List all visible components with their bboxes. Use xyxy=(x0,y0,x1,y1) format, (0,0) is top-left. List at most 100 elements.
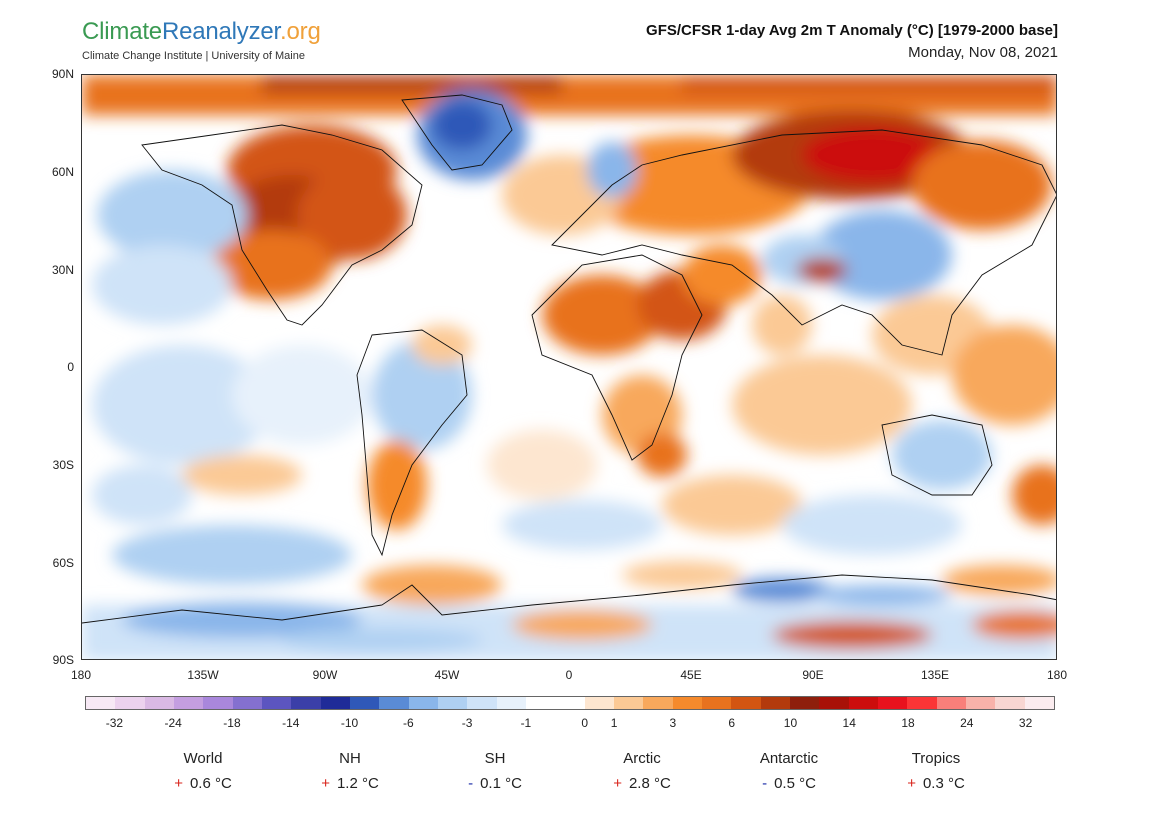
region-value: 0.5 °C xyxy=(774,775,816,792)
region-name: World xyxy=(183,750,223,767)
region-name: Arctic xyxy=(623,750,661,767)
colorbar-swatch xyxy=(701,697,732,709)
region-name: Antarctic xyxy=(759,750,819,767)
colorbar-tick-label: 3 xyxy=(669,716,677,730)
colorbar-swatch xyxy=(144,697,174,709)
colorbar-tick-label: 1 xyxy=(610,716,618,730)
colorbar-swatch xyxy=(203,697,233,709)
colorbar-swatch xyxy=(115,697,145,709)
anomaly-field xyxy=(82,75,1056,659)
colorbar-swatch xyxy=(232,697,262,709)
colorbar-tick-label: -14 xyxy=(282,716,300,730)
colorbar-swatch xyxy=(936,697,966,709)
colorbar-swatch xyxy=(613,697,644,709)
anomaly-map-graphic xyxy=(82,75,1056,659)
lat-label-30n: 30N xyxy=(51,263,74,277)
lat-label-30s: 30S xyxy=(52,458,74,472)
region-name: NH xyxy=(339,750,361,767)
lon-label-135w: 135W xyxy=(187,668,219,682)
colorbar xyxy=(85,696,1055,710)
colorbar-swatch xyxy=(819,697,849,709)
colorbar-tick-label: -24 xyxy=(164,716,182,730)
lat-label-90s: 90S xyxy=(52,653,74,667)
region-tropics: Tropics +0.3 °C xyxy=(871,750,1001,792)
map-heading: GFS/CFSR 1-day Avg 2m T Anomaly (°C) [19… xyxy=(646,22,1058,61)
region-name: SH xyxy=(484,750,506,767)
colorbar-tick-label: 0 xyxy=(581,716,589,730)
colorbar-swatch xyxy=(848,697,878,709)
anomaly-map[interactable] xyxy=(81,74,1057,660)
colorbar-swatch xyxy=(496,697,526,709)
region-value: 1.2 °C xyxy=(336,775,379,792)
colorbar-swatch xyxy=(760,697,790,709)
anomaly-sign: + xyxy=(321,775,330,792)
logo-part-reanalyzer: Reanalyzer xyxy=(161,18,281,45)
region-value: 0.6 °C xyxy=(189,775,232,792)
colorbar-tick-label: 32 xyxy=(1018,716,1033,730)
colorbar-swatch xyxy=(291,697,321,709)
site-subtitle: Climate Change Institute | University of… xyxy=(82,50,305,62)
logo-part-org: .org xyxy=(280,18,321,45)
colorbar-swatch xyxy=(643,697,673,709)
colorbar-swatch xyxy=(173,697,204,709)
colorbar-tick-label: -32 xyxy=(105,716,124,730)
region-value: 0.3 °C xyxy=(922,775,965,792)
colorbar-swatch xyxy=(877,697,908,709)
colorbar-swatch xyxy=(907,697,937,709)
colorbar-tick-label: -10 xyxy=(340,716,359,730)
anomaly-sign: + xyxy=(174,775,183,792)
region-world: World +0.6 °C xyxy=(138,750,268,792)
anomaly-sign: + xyxy=(907,775,916,792)
lon-label-180e: 180 xyxy=(1046,668,1068,682)
colorbar-swatch xyxy=(731,697,761,709)
colorbar-swatch xyxy=(408,697,438,709)
colorbar-tick-label: 10 xyxy=(783,716,798,730)
coastlines xyxy=(82,94,1056,624)
region-value: 0.1 °C xyxy=(480,775,522,792)
anomaly-sign: - xyxy=(468,775,474,792)
lat-label-90n: 90N xyxy=(51,67,74,81)
anomaly-sign: + xyxy=(613,775,622,792)
lon-label-0: 0 xyxy=(565,668,573,682)
lat-label-60s: 60S xyxy=(52,556,74,570)
region-antarctic: Antarctic -0.5 °C xyxy=(724,750,854,792)
logo-part-climate: Climate xyxy=(82,18,162,45)
colorbar-swatch xyxy=(995,697,1025,709)
colorbar-swatch xyxy=(261,697,292,709)
colorbar-tick-label: -3 xyxy=(461,716,473,730)
colorbar-swatch xyxy=(789,697,820,709)
map-date: Monday, Nov 08, 2021 xyxy=(908,44,1058,61)
site-branding: ClimateReanalyzer.org Climate Change Ins… xyxy=(82,18,321,62)
map-title: GFS/CFSR 1-day Avg 2m T Anomaly (°C) [19… xyxy=(646,22,1058,39)
colorbar-tick-label: -6 xyxy=(402,716,414,730)
colorbar-swatch xyxy=(672,697,702,709)
colorbar-swatch xyxy=(320,697,350,709)
colorbar-swatch xyxy=(555,697,585,709)
lat-label-60n: 60N xyxy=(51,165,74,179)
colorbar-swatch xyxy=(584,697,614,709)
colorbar-swatch xyxy=(86,697,116,709)
lon-label-45e: 45E xyxy=(680,668,702,682)
colorbar-swatch xyxy=(467,697,497,709)
colorbar-swatch xyxy=(437,697,468,709)
anomaly-sign: - xyxy=(762,775,768,792)
lon-label-90w: 90W xyxy=(312,668,338,682)
colorbar-tick-label: -18 xyxy=(223,716,241,730)
colorbar-tick-label: 24 xyxy=(960,716,974,730)
region-sh: SH -0.1 °C xyxy=(430,750,560,792)
region-value: 2.8 °C xyxy=(628,775,671,792)
region-nh: NH +1.2 °C xyxy=(285,750,415,792)
colorbar-swatch xyxy=(379,697,409,709)
lon-label-45w: 45W xyxy=(434,668,460,682)
lat-label-0: 0 xyxy=(67,360,74,374)
colorbar-tick-label: -1 xyxy=(520,716,532,730)
colorbar-swatch xyxy=(349,697,380,709)
colorbar-swatch xyxy=(965,697,996,709)
region-name: Tropics xyxy=(911,750,961,767)
site-logo-text[interactable]: ClimateReanalyzer.org xyxy=(82,18,321,46)
colorbar-swatch xyxy=(525,697,556,709)
colorbar-tick-label: 18 xyxy=(901,716,915,730)
colorbar-tick-label: 14 xyxy=(842,716,856,730)
region-arctic: Arctic +2.8 °C xyxy=(577,750,707,792)
lon-label-180w: 180 xyxy=(70,668,92,682)
